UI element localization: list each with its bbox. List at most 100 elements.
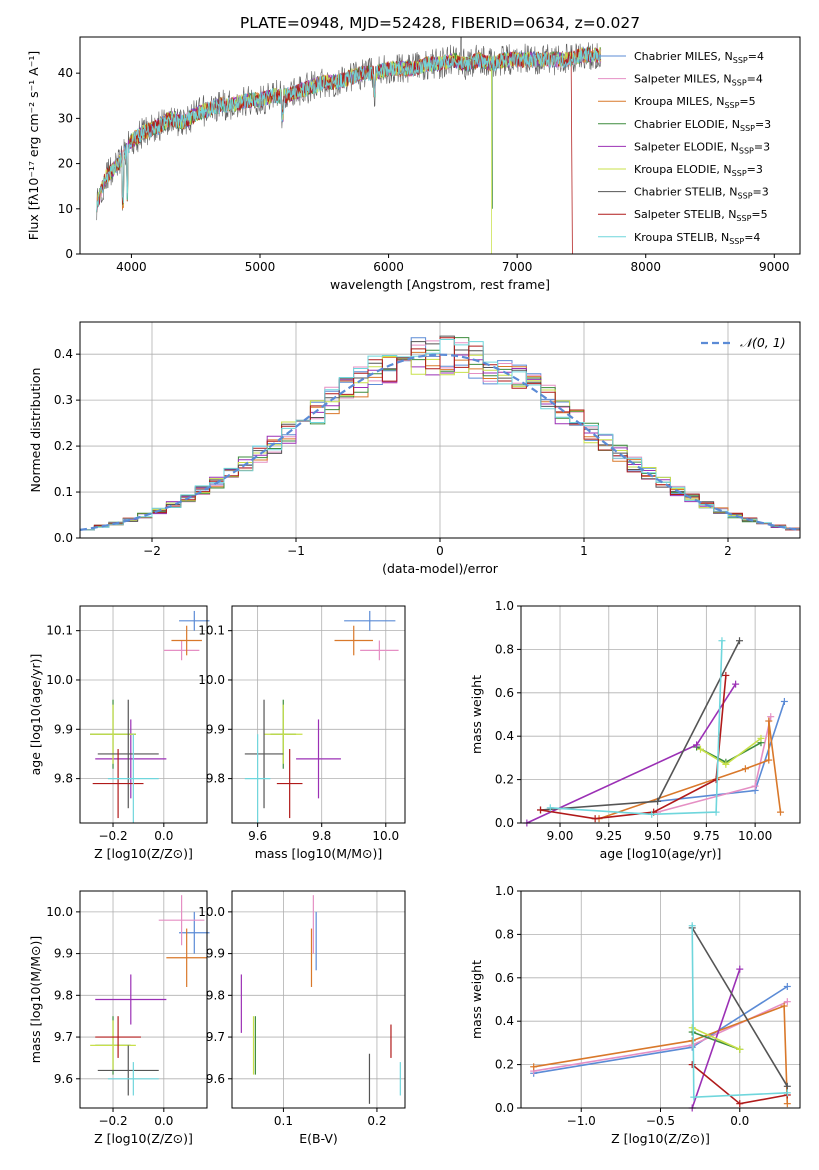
errorbar-salpeter-miles (360, 640, 399, 661)
weight-line-salpeter-stelib (537, 671, 730, 823)
y-tick-label: 9.6 (54, 1072, 73, 1086)
errorbar-chabrier-stelib (97, 1045, 159, 1096)
y-tick-label: 0.8 (495, 642, 514, 656)
x-tick-label: 6000 (373, 260, 404, 274)
plot-area (90, 895, 210, 1096)
errorbar-salpeter-stelib (95, 1016, 141, 1058)
x-tick-label: 9.8 (312, 829, 331, 843)
x-tick-label: 0.2 (367, 1114, 386, 1128)
y-tick-label: 10.1 (198, 624, 225, 638)
weight-line-chabrier-stelib (537, 637, 744, 814)
errorbar-kroupa-miles (334, 625, 373, 656)
panel-mass-vs-Z: −0.2 0.0 9.6 9.7 9.8 9.9 10.0 Z [log10(Z/Z⊙)] ma… (28, 890, 210, 1146)
weight-line-kroupa-elodie (696, 734, 765, 768)
errorbar-salpeter-elodie (296, 719, 341, 799)
axes-frame (79, 36, 801, 255)
weight-line (526, 683, 737, 824)
x-tick-label: −2 (143, 544, 161, 558)
y-tick-label: 10.0 (198, 905, 225, 919)
x-tick-label: 0.1 (274, 1114, 293, 1128)
x-tick-label: 7000 (502, 260, 533, 274)
weight-line (550, 640, 723, 816)
x-axis-label: mass [log10(M/M⊙)] (255, 846, 383, 861)
plot-area: Chabrier MILES, NSSP=4 Salpeter MILES, NS… (96, 36, 771, 255)
x-axis-label: Z [log10(Z/Z⊙)] (94, 1131, 193, 1146)
y-tick-label: 0.0 (54, 531, 73, 545)
errorbar-salpeter-elodie (95, 719, 167, 799)
x-tick-label: 0.0 (730, 1114, 749, 1128)
x-tick-label: 4000 (116, 260, 147, 274)
spectrum-line-kroupa-stelib (96, 47, 602, 213)
y-tick-label: 10.0 (46, 673, 73, 687)
y-tick-label: 9.8 (54, 772, 73, 786)
errorbar-chabrier-stelib (244, 699, 284, 809)
errorbar-chabrier-stelib (97, 699, 159, 809)
y-tick-label: 0.3 (54, 393, 73, 407)
y-axis-label: mass [log10(M/M⊙)] (28, 936, 43, 1064)
weight-line (691, 1026, 741, 1051)
errorbar-salpeter-miles (163, 640, 200, 661)
axes-frame (79, 605, 208, 824)
y-tick-label: 0.4 (54, 347, 73, 361)
x-tick-label: 9000 (759, 260, 790, 274)
x-axis-label: Z [log10(Z/Z⊙)] (611, 1131, 710, 1146)
histogram-kroupa-stelib (79, 339, 800, 538)
weight-line (700, 737, 762, 766)
plot-area (523, 637, 788, 827)
x-tick-label: −1.0 (567, 1114, 596, 1128)
weight-line (657, 716, 772, 813)
y-tick-label: 0.6 (495, 686, 514, 700)
y-tick-label: 9.8 (206, 988, 225, 1002)
panel-massweight-vs-age: 9.00 9.25 9.50 9.75 10.00 0.0 0.2 0.4 0.6 0.8 1.0 a… (469, 599, 801, 861)
legend: Chabrier MILES, NSSP=4 Salpeter MILES, NS… (598, 50, 771, 246)
y-tick-label: 10.1 (46, 624, 73, 638)
legend-entry: Salpeter ELODIE, NSSP=3 (634, 140, 770, 155)
figure-title: PLATE=0948, MJD=52428, FIBERID=0634, z=0… (240, 14, 640, 32)
errorbar-salpeter-miles (158, 895, 205, 946)
x-tick-label: 0.0 (154, 829, 173, 843)
x-axis-label: (data-model)/error (382, 561, 499, 576)
y-axis-label: Normed distribution (28, 368, 43, 493)
weight-line (533, 1004, 789, 1104)
weight-line (657, 701, 786, 803)
axes-frame (231, 890, 406, 1109)
errorbar-salpeter-stelib (92, 749, 144, 819)
y-tick-label: 0.2 (495, 1058, 514, 1072)
legend-entry: Kroupa MILES, NSSP=5 (634, 95, 756, 110)
axes-frame (231, 605, 406, 824)
y-axis-label: age [log10(age/yr)] (28, 654, 43, 776)
legend-entry: Salpeter MILES, NSSP=4 (634, 73, 763, 88)
panel-spectrum: Chabrier MILES, NSSP=4 Salpeter MILES, NS… (26, 36, 801, 292)
y-axis-label: Flux [fλ10⁻¹⁷ erg cm⁻² s⁻¹ A⁻¹] (26, 51, 41, 240)
axes-frame (79, 890, 208, 1109)
legend-entry: Kroupa ELODIE, NSSP=3 (634, 163, 763, 178)
plot-area (90, 610, 210, 823)
x-tick-label: −0.2 (98, 1114, 127, 1128)
errorbar-chabrier-miles (344, 610, 396, 631)
y-tick-label: 9.8 (206, 772, 225, 786)
x-tick-label: 9.00 (547, 829, 574, 843)
x-tick-label: 0 (436, 544, 444, 558)
y-tick-label: 9.9 (54, 722, 73, 736)
weight-line-kroupa-miles (595, 717, 784, 823)
errorbar-kroupa-stelib (107, 734, 159, 823)
x-axis-label: age [log10(age/yr)] (600, 846, 722, 861)
legend-entry: Chabrier MILES, NSSP=4 (634, 50, 764, 65)
y-tick-label: 9.6 (206, 1072, 225, 1086)
x-tick-label: 0.0 (154, 1114, 173, 1128)
weight-line-kroupa-stelib (688, 922, 791, 1101)
y-tick-label: 0.0 (495, 1101, 514, 1115)
weight-line-kroupa-elodie (688, 1024, 744, 1053)
y-tick-label: 9.7 (206, 1030, 225, 1044)
y-tick-label: 1.0 (495, 884, 514, 898)
x-tick-label: 9.25 (595, 829, 622, 843)
legend-entry: Kroupa STELIB, NSSP=4 (634, 231, 760, 246)
x-tick-label: 10.00 (738, 829, 772, 843)
x-axis-label: Z [log10(Z/Z⊙)] (94, 846, 193, 861)
y-tick-label: 0.6 (495, 971, 514, 985)
y-tick-label: 0.2 (54, 439, 73, 453)
y-tick-label: 0.8 (495, 927, 514, 941)
errorbar-chabrier-miles (179, 911, 210, 954)
y-tick-label: 20 (58, 157, 73, 171)
y-tick-label: 10.0 (46, 905, 73, 919)
